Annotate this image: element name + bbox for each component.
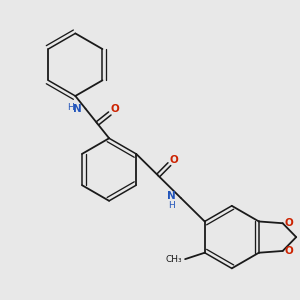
Text: O: O (284, 246, 293, 256)
Text: O: O (169, 154, 178, 165)
Text: CH₃: CH₃ (166, 255, 182, 264)
Text: O: O (110, 104, 119, 115)
Text: O: O (284, 218, 293, 228)
Text: H: H (168, 201, 175, 210)
Text: H: H (67, 103, 74, 112)
Text: N: N (167, 191, 176, 201)
Text: N: N (73, 104, 82, 114)
